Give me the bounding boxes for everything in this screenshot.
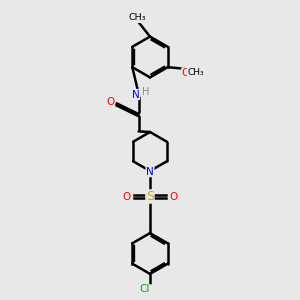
Text: H: H bbox=[142, 87, 149, 97]
Text: N: N bbox=[146, 167, 154, 177]
Text: Cl: Cl bbox=[140, 284, 150, 295]
Text: O: O bbox=[169, 191, 178, 202]
Text: S: S bbox=[146, 190, 154, 203]
Text: CH₃: CH₃ bbox=[128, 14, 146, 22]
Text: O: O bbox=[182, 68, 190, 78]
Text: N: N bbox=[132, 89, 140, 100]
Text: O: O bbox=[106, 97, 115, 107]
Text: O: O bbox=[122, 191, 131, 202]
Text: CH₃: CH₃ bbox=[187, 68, 204, 77]
